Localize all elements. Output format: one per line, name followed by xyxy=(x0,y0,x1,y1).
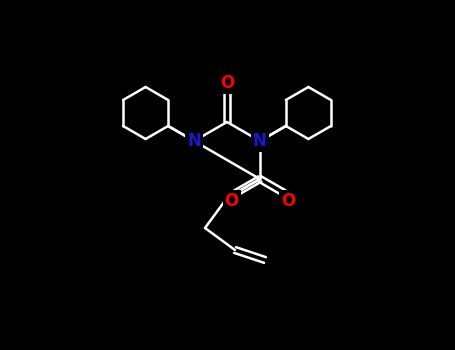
Text: N: N xyxy=(187,132,201,150)
Text: O: O xyxy=(220,74,234,92)
Text: O: O xyxy=(224,192,239,210)
Text: N: N xyxy=(253,132,267,150)
Text: O: O xyxy=(281,192,295,210)
